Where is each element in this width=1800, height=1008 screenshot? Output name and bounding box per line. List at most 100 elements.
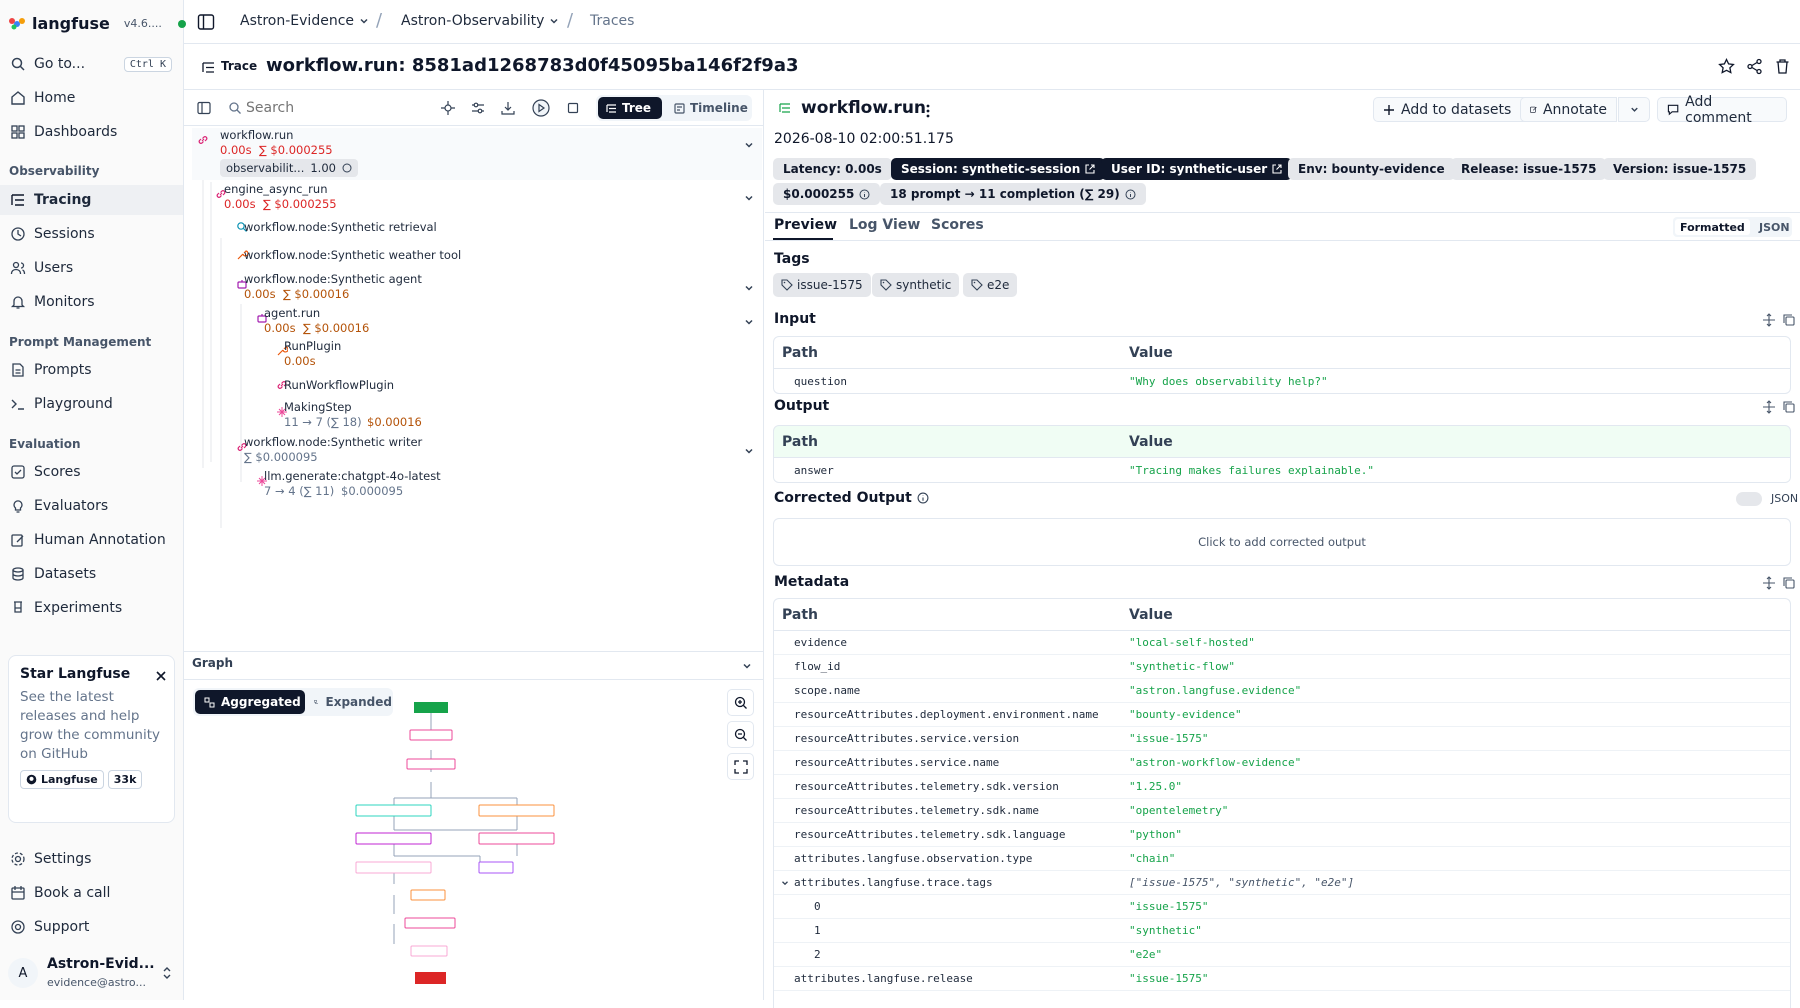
sidebar-item-tracing[interactable]: Tracing [0,185,183,215]
table-row[interactable]: attributes.langfuse.observation.type "cha… [774,847,1790,871]
format-formatted[interactable]: Formatted [1675,219,1750,235]
tab-aggregated[interactable]: Aggregated [195,690,305,714]
table-row[interactable]: attributes.langfuse.release "issue-1575" [774,967,1790,991]
tab-expanded[interactable]: Expanded [308,690,392,714]
search-input[interactable] [246,96,416,120]
sidebar-toggle-icon[interactable] [197,13,215,31]
breadcrumb-separator: / [376,10,383,31]
sidebar-item-dashboards[interactable]: Dashboards [6,117,178,147]
app-logo[interactable]: langfuse v4.6.... [8,14,186,33]
chevron-down-icon[interactable] [743,139,755,151]
github-star-button[interactable]: Langfuse [20,770,104,789]
sidebar-item-settings[interactable]: Settings [6,844,178,874]
sidebar-item-sessions[interactable]: Sessions [6,219,178,249]
table-row[interactable]: scope.name "astron.langfuse.evidence" [774,679,1790,703]
table-row[interactable]: 1 "synthetic" [774,919,1790,943]
tree-node-synthetic-agent[interactable]: workflow.node:Synthetic agent 0.00s ∑ $0… [236,272,762,304]
zoom-out-button[interactable] [727,721,754,748]
tree-node-runworkflowplugin[interactable]: RunWorkflowPlugin [276,378,676,396]
table-row[interactable]: answer "Tracing makes failures explainab… [774,458,1790,482]
more-vertical-icon[interactable] [925,103,931,119]
sidebar-item-evaluators[interactable]: Evaluators [6,491,178,521]
add-to-datasets-button[interactable]: Add to datasets [1373,97,1530,122]
copy-icon[interactable] [1782,400,1796,414]
trash-icon[interactable] [1774,58,1791,75]
tree-node-makingstep[interactable]: MakingStep 11 → 7 (∑ 18) $0.00016 [276,400,676,432]
table-row[interactable]: resourceAttributes.deployment.environmen… [774,703,1790,727]
fit-view-button[interactable] [727,753,754,780]
sidebar-item-playground[interactable]: Playground [6,389,178,419]
download-icon[interactable] [501,101,515,115]
table-row[interactable]: resourceAttributes.service.version "issue… [774,727,1790,751]
table-row[interactable]: 2 "e2e" [774,943,1790,967]
tab-log-view[interactable]: Log View [849,217,921,233]
table-row[interactable]: resourceAttributes.telemetry.sdk.version… [774,775,1790,799]
copy-icon[interactable] [1782,576,1796,590]
tree-node-runplugin[interactable]: RunPlugin 0.00s [276,339,676,371]
table-row[interactable]: resourceAttributes.telemetry.sdk.name "op… [774,799,1790,823]
tree-node-engine-async-run[interactable]: engine_async_run 0.00s ∑ $0.000255 [211,182,762,214]
zoom-in-button[interactable] [727,689,754,716]
user-link[interactable]: User ID: synthetic-user [1101,158,1293,180]
table-row[interactable]: 0 "issue-1575" [774,895,1790,919]
chevron-down-icon[interactable] [780,878,790,888]
session-link[interactable]: Session: synthetic-session [891,158,1106,180]
expand-icon[interactable] [1762,400,1776,414]
format-json[interactable]: JSON [1759,220,1790,234]
chevron-down-icon[interactable] [743,192,755,204]
sidebar-item-book-call[interactable]: Book a call [6,878,178,908]
breadcrumb-page[interactable]: Traces [590,13,635,29]
row-value: "local-self-hosted" [1129,636,1255,649]
sidebar-item-support[interactable]: Support [6,912,178,942]
sidebar-item-datasets[interactable]: Datasets [6,559,178,589]
sidebar-item-monitors[interactable]: Monitors [6,287,178,317]
tree-node-synthetic-writer[interactable]: workflow.node:Synthetic writer ∑ $0.0000… [236,435,762,467]
close-icon[interactable] [155,670,167,682]
sidebar-item-human-annotation[interactable]: Human Annotation [6,525,178,555]
play-circle-icon[interactable] [532,99,550,117]
share-icon[interactable] [1746,58,1763,75]
expand-icon[interactable] [1762,576,1776,590]
json-toggle-switch[interactable] [1736,492,1762,506]
tree-node-workflow-run[interactable]: workflow.run 0.00s ∑ $0.000255 observabi… [192,128,762,180]
user-menu[interactable]: A Astron-Evid... evidence@astro... [8,956,178,994]
sidebar-item-users[interactable]: Users [6,253,178,283]
table-row[interactable]: resourceAttributes.telemetry.sdk.languag… [774,823,1790,847]
tree-node-synthetic-weather-tool[interactable]: workflow.node:Synthetic weather tool [236,248,736,266]
tab-timeline[interactable]: Timeline [666,97,750,119]
chevron-down-icon[interactable] [743,316,755,328]
tree-node-llm-generate[interactable]: llm.generate:chatgpt-4o-latest 7 → 4 (∑ … [256,469,656,501]
sidebar-item-home[interactable]: Home [6,83,178,113]
tree-node-synthetic-retrieval[interactable]: workflow.node:Synthetic retrieval [236,220,736,238]
table-row[interactable]: flow_id "synthetic-flow" [774,655,1790,679]
sidebar-item-experiments[interactable]: Experiments [6,593,178,623]
add-comment-button[interactable]: Add comment [1657,94,1787,126]
expand-icon[interactable] [1762,313,1776,327]
corrected-output-input[interactable]: Click to add corrected output [773,518,1791,566]
annotate-button[interactable]: Annotate [1520,97,1617,122]
table-row[interactable]: evidence "local-self-hosted" [774,631,1790,655]
tab-preview[interactable]: Preview [774,217,838,233]
tab-scores[interactable]: Scores [931,217,984,233]
table-row[interactable]: question "Why does observability help?" [774,369,1790,393]
star-icon[interactable] [1718,58,1735,75]
chevron-down-icon[interactable] [743,282,755,294]
settings-sliders-icon[interactable] [471,101,485,115]
chevron-down-icon[interactable] [741,660,753,672]
goto-command[interactable]: Go to... Ctrl K [6,49,178,79]
table-row[interactable]: resourceAttributes.service.name "astron-w… [774,751,1790,775]
tree-node-agent-run[interactable]: agent.run 0.00s ∑ $0.00016 [256,306,762,338]
external-link-icon [1085,164,1095,174]
breadcrumb-project[interactable]: Astron-Observability [401,13,560,29]
annotate-dropdown-button[interactable] [1618,97,1650,122]
sidebar-item-prompts[interactable]: Prompts [6,355,178,385]
panel-toggle-icon[interactable] [197,101,211,115]
tab-tree[interactable]: Tree [598,97,662,119]
sidebar-item-scores[interactable]: Scores [6,457,178,487]
table-row-expandable[interactable]: attributes.langfuse.trace.tags ["issue-1… [774,871,1790,895]
chevron-down-icon[interactable] [743,445,755,457]
crosshair-icon[interactable] [441,101,455,115]
copy-icon[interactable] [1782,313,1796,327]
stop-icon[interactable] [567,102,579,114]
breadcrumb-org[interactable]: Astron-Evidence [240,13,370,29]
